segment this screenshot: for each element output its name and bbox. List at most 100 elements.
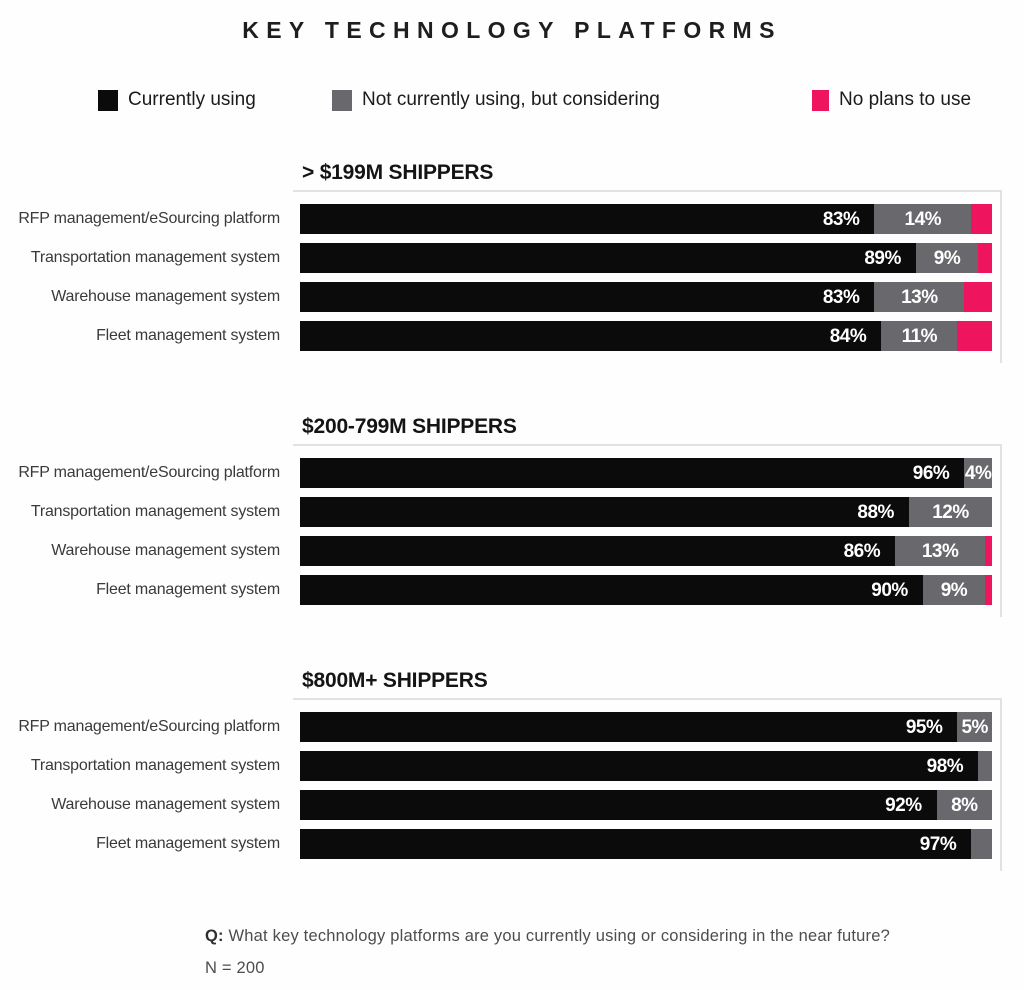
segment-value-label: 83%: [822, 208, 860, 230]
row-label: Fleet management system: [96, 835, 280, 853]
row-labels: RFP management/eSourcing platform Transpo…: [0, 444, 293, 617]
segment-no-plans: [978, 243, 992, 274]
row-label: Warehouse management system: [51, 288, 280, 306]
segment-considering: 8%: [936, 790, 992, 821]
segment-value-label: 5%: [961, 716, 988, 738]
segment-considering: 5%: [957, 712, 992, 743]
bar-track: 88% 12%: [300, 497, 992, 528]
legend-item-currently-using: Currently using: [98, 89, 256, 111]
legend-label: No plans to use: [839, 89, 972, 110]
legend-label: Currently using: [128, 89, 256, 110]
bar-track: 98%: [300, 751, 992, 782]
sample-size: N = 200: [205, 959, 265, 978]
segment-currently-using: 96%: [300, 458, 965, 489]
segment-value-label: 8%: [951, 794, 978, 816]
segment-value-label: 12%: [932, 501, 969, 523]
page-title: KEY TECHNOLOGY PLATFORMS: [242, 17, 782, 43]
segment-value-label: 97%: [919, 833, 957, 855]
segment-currently-using: 88%: [300, 497, 909, 528]
bar-track: 97%: [300, 829, 992, 860]
bar-track: 89% 9%: [300, 243, 992, 274]
segment-currently-using: 83%: [300, 282, 875, 313]
segment-currently-using: 86%: [300, 536, 896, 567]
segment-currently-using: 97%: [300, 829, 972, 860]
segment-value-label: 89%: [864, 247, 901, 269]
row-labels: RFP management/eSourcing platform Transpo…: [0, 190, 293, 363]
segment-value-label: 13%: [901, 286, 938, 308]
row-label: Warehouse management system: [51, 796, 280, 814]
row-label: Fleet management system: [96, 327, 280, 345]
segment-no-plans: [985, 536, 992, 567]
segment-value-label: 96%: [912, 462, 950, 484]
segment-value-label: 13%: [921, 540, 959, 562]
segment-no-plans: [985, 575, 992, 606]
segment-currently-using: 90%: [300, 575, 923, 606]
segment-no-plans: [964, 282, 992, 313]
survey-question: Q: What key technology platforms are you…: [205, 927, 1024, 946]
row-labels: RFP management/eSourcing platform Transpo…: [0, 698, 293, 871]
group-title: $800M+ SHIPPERS: [302, 669, 488, 693]
no-plans-swatch-icon: [812, 89, 829, 111]
segment-considering: 9%: [915, 243, 979, 274]
segment-currently-using: 84%: [300, 321, 882, 352]
segment-no-plans: [971, 204, 992, 235]
segment-value-label: 4%: [964, 462, 992, 484]
segment-value-label: 84%: [829, 325, 867, 347]
plot-area: 96% 4% 88% 12% 86% 13% 90% 9%: [293, 444, 1002, 618]
segment-value-label: 86%: [843, 540, 881, 562]
bar-track: 96% 4%: [300, 458, 992, 489]
row-label: Transportation management system: [30, 757, 280, 775]
plot-area: 83% 14% 89% 9% 83% 13% 84% 11%: [293, 190, 1002, 364]
segment-considering: 11%: [881, 321, 958, 352]
segment-value-label: 11%: [901, 325, 938, 347]
segment-value-label: 88%: [857, 501, 894, 523]
currently-using-swatch-icon: [98, 89, 118, 111]
row-label: Transportation management system: [30, 503, 280, 521]
chart-groups: > $199M SHIPPERS RFP management/eSourcing…: [0, 161, 1024, 872]
segment-considering: 12%: [908, 497, 992, 528]
row-label: Warehouse management system: [51, 542, 280, 560]
segment-no-plans: [957, 321, 992, 352]
bar-track: 84% 11%: [300, 321, 992, 352]
segment-currently-using: 83%: [300, 204, 875, 235]
segment-considering: 9%: [922, 575, 986, 606]
row-label: Fleet management system: [96, 581, 280, 599]
segment-currently-using: 89%: [300, 243, 916, 274]
segment-considering: 14%: [874, 204, 972, 235]
segment-considering: 13%: [874, 282, 965, 313]
segment-currently-using: 95%: [300, 712, 958, 743]
bar-track: 86% 13%: [300, 536, 992, 567]
bar-track: 83% 13%: [300, 282, 992, 313]
segment-considering: 4%: [964, 458, 992, 489]
segment-value-label: 83%: [822, 286, 860, 308]
footer: Q: What key technology platforms are you…: [205, 927, 1024, 978]
row-label: Transportation management system: [30, 249, 280, 267]
segment-value-label: 98%: [926, 755, 964, 777]
question-text: What key technology platforms are you cu…: [223, 927, 890, 946]
legend-label: Not currently using, but considering: [362, 89, 660, 110]
segment-value-label: 9%: [940, 579, 968, 601]
segment-currently-using: 98%: [300, 751, 979, 782]
bar-track: 95% 5%: [300, 712, 992, 743]
group-title: > $199M SHIPPERS: [302, 161, 494, 184]
segment-value-label: 9%: [933, 247, 961, 269]
segment-value-label: 14%: [904, 208, 942, 230]
considering-swatch-icon: [332, 89, 352, 111]
row-label: RFP management/eSourcing platform: [18, 464, 280, 482]
question-prefix: Q:: [205, 927, 224, 946]
legend: Currently using Not currently using, but…: [0, 89, 1024, 117]
segment-considering: [971, 829, 992, 860]
segment-value-label: 90%: [871, 579, 908, 601]
segment-considering: [978, 751, 992, 782]
segment-considering: 13%: [895, 536, 986, 567]
group-section: $200-799M SHIPPERS RFP management/eSourci…: [0, 415, 1024, 618]
plot-area: 95% 5% 98% 92% 8% 97%: [293, 698, 1002, 872]
segment-value-label: 95%: [905, 716, 943, 738]
bar-track: 83% 14%: [300, 204, 992, 235]
group-title: $200-799M SHIPPERS: [302, 415, 517, 439]
segment-currently-using: 92%: [300, 790, 937, 821]
row-label: RFP management/eSourcing platform: [18, 210, 280, 228]
bar-track: 90% 9%: [300, 575, 992, 606]
legend-item-no-plans: No plans to use: [812, 89, 971, 111]
group-section: > $199M SHIPPERS RFP management/eSourcing…: [0, 161, 1024, 364]
